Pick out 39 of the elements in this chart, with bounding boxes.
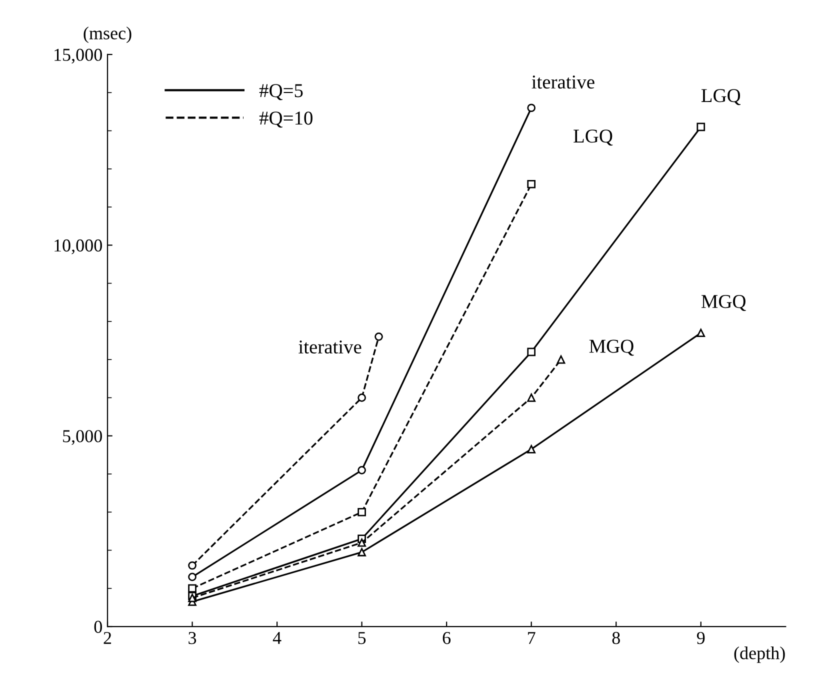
- point: [556, 355, 566, 364]
- x-tick-label: 6: [442, 632, 451, 644]
- annotation: MGQ: [701, 294, 746, 312]
- point: [188, 584, 196, 593]
- x-tick-label: 2: [104, 632, 112, 644]
- x-tick-label: 9: [696, 632, 705, 644]
- y-tick-label: 0: [94, 620, 102, 633]
- point: [358, 548, 366, 556]
- y-tick-label: 10,000: [54, 239, 102, 254]
- point: [358, 508, 366, 516]
- y-axis-title: (msec): [84, 26, 132, 44]
- point: [527, 348, 536, 356]
- x-tick-label: 3: [188, 632, 196, 644]
- point: [527, 394, 536, 402]
- x-tick-label: 4: [272, 632, 282, 644]
- point: [527, 180, 536, 188]
- point: [358, 394, 366, 402]
- x-tick-label: 7: [528, 632, 536, 644]
- legend-label: #Q=10: [259, 112, 312, 128]
- y-tick-label: 5,000: [63, 430, 102, 445]
- point: [358, 538, 366, 547]
- y-tick-label: 15,000: [54, 48, 102, 64]
- annotation: LGQ: [701, 89, 741, 106]
- x-tick-label: 8: [612, 632, 620, 644]
- point: [696, 122, 706, 132]
- point: [527, 445, 536, 454]
- annotation: iterative: [298, 340, 362, 354]
- point: [374, 332, 383, 341]
- annotation: iterative: [532, 76, 594, 89]
- legend-label: #Q=5: [259, 84, 303, 100]
- point: [527, 104, 536, 112]
- point: [696, 328, 706, 338]
- x-tick-label: 5: [358, 632, 366, 644]
- annotation: LGQ: [574, 130, 613, 146]
- point: [188, 572, 196, 582]
- x-axis-title: (depth): [734, 646, 785, 663]
- point: [188, 561, 196, 570]
- point: [358, 466, 366, 474]
- annotation: MGQ: [589, 340, 634, 356]
